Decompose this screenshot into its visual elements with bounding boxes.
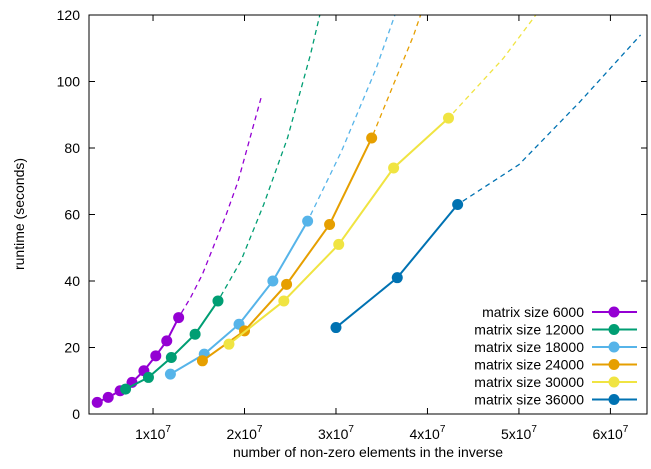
x-tick-label: 5x107 <box>501 424 537 442</box>
data-point <box>173 312 185 324</box>
data-point <box>164 368 176 380</box>
data-point <box>223 338 235 350</box>
y-tick-label: 100 <box>57 74 81 90</box>
data-point <box>267 275 279 287</box>
data-point <box>120 383 132 395</box>
data-point <box>281 278 293 290</box>
series-trend-line <box>96 97 262 403</box>
legend-marker <box>608 306 620 318</box>
legend-label: matrix size 6000 <box>482 304 584 320</box>
y-axis-label: runtime (seconds) <box>11 158 27 270</box>
y-tick-label: 60 <box>64 207 80 223</box>
data-point <box>91 396 103 408</box>
data-point <box>324 218 336 230</box>
x-tick-label: 4x107 <box>409 424 445 442</box>
data-point <box>278 295 290 307</box>
series-trend-line <box>125 15 321 390</box>
legend-label: matrix size 12000 <box>474 322 584 338</box>
y-tick-label: 40 <box>64 273 80 289</box>
legend-marker <box>608 359 620 370</box>
legend-label: matrix size 18000 <box>474 339 584 355</box>
legend-marker <box>608 376 620 388</box>
data-point <box>212 295 224 307</box>
series-line <box>201 137 373 362</box>
data-point <box>196 355 208 367</box>
legend-marker <box>608 394 620 405</box>
data-point <box>391 272 403 284</box>
data-point <box>142 371 154 383</box>
x-tick-label: 2x107 <box>227 424 263 442</box>
y-tick-label: 20 <box>64 340 80 356</box>
data-point <box>102 391 114 403</box>
data-point <box>388 162 400 174</box>
data-point <box>150 350 162 362</box>
x-axis-label: number of non-zero elements in the inver… <box>233 444 503 460</box>
data-point <box>452 199 464 211</box>
y-tick-label: 120 <box>57 7 81 23</box>
legend-label: matrix size 24000 <box>474 357 584 373</box>
data-point <box>366 132 378 144</box>
data-point <box>330 322 342 334</box>
legend-label: matrix size 30000 <box>474 374 584 390</box>
x-tick-label: 6x107 <box>592 424 628 442</box>
data-point <box>442 112 454 124</box>
data-point <box>333 238 345 250</box>
x-tick-label: 3x107 <box>318 424 354 442</box>
y-tick-label: 80 <box>64 140 80 156</box>
legend-label: matrix size 36000 <box>474 392 584 408</box>
x-tick-label: 1x107 <box>135 424 171 442</box>
legend-marker <box>608 341 620 353</box>
legend-marker <box>608 324 620 335</box>
series-trend-line <box>335 34 642 329</box>
series-trend-line <box>170 15 396 375</box>
data-point <box>189 328 201 340</box>
y-tick-label: 0 <box>72 406 80 422</box>
data-point <box>302 215 314 227</box>
data-point <box>161 335 173 347</box>
data-point <box>165 351 177 363</box>
